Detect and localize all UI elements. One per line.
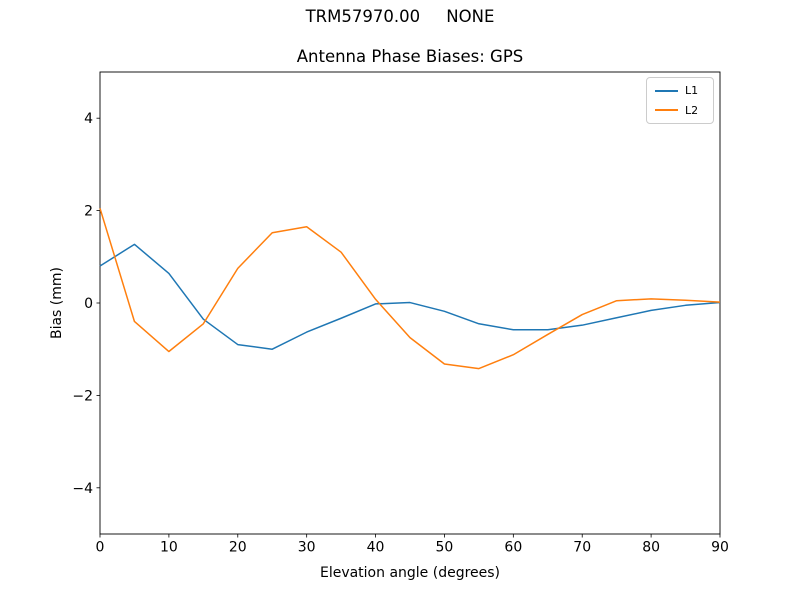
x-tick-label: 0: [96, 540, 105, 556]
x-tick-label: 90: [711, 540, 729, 556]
x-tick-label: 50: [436, 540, 454, 556]
x-tick-label: 40: [367, 540, 385, 556]
legend-entry-l1: L1: [655, 85, 705, 96]
y-axis-label: Bias (mm): [49, 266, 65, 340]
legend-line-sample-l2: [655, 109, 678, 112]
chart-title: TRM57970.00 NONE: [305, 7, 495, 26]
series-line-l1: [99, 243, 721, 350]
legend-label-l2: L2: [685, 103, 699, 117]
x-tick-label: 10: [160, 540, 178, 556]
x-tick-label: 80: [642, 540, 660, 556]
legend-label-l1: L1: [685, 84, 699, 98]
legend-line-sample-l1: [655, 89, 678, 92]
y-tick-label: 4: [84, 111, 93, 127]
x-axis-label: Elevation angle (degrees): [319, 565, 501, 581]
y-tick-label: 0: [84, 296, 93, 312]
legend: L1 L2: [646, 77, 714, 124]
series-line-l2: [99, 208, 721, 370]
y-tick-label: −4: [72, 481, 93, 497]
y-tick-label: −2: [72, 388, 93, 404]
legend-entry-l2: L2: [655, 105, 705, 116]
x-tick-label: 60: [504, 540, 522, 556]
y-tick-label: 2: [84, 204, 93, 220]
x-tick-label: 20: [229, 540, 247, 556]
x-tick-label: 70: [573, 540, 591, 556]
x-tick-label: 30: [298, 540, 316, 556]
chart-subtitle: Antenna Phase Biases: GPS: [296, 47, 524, 66]
